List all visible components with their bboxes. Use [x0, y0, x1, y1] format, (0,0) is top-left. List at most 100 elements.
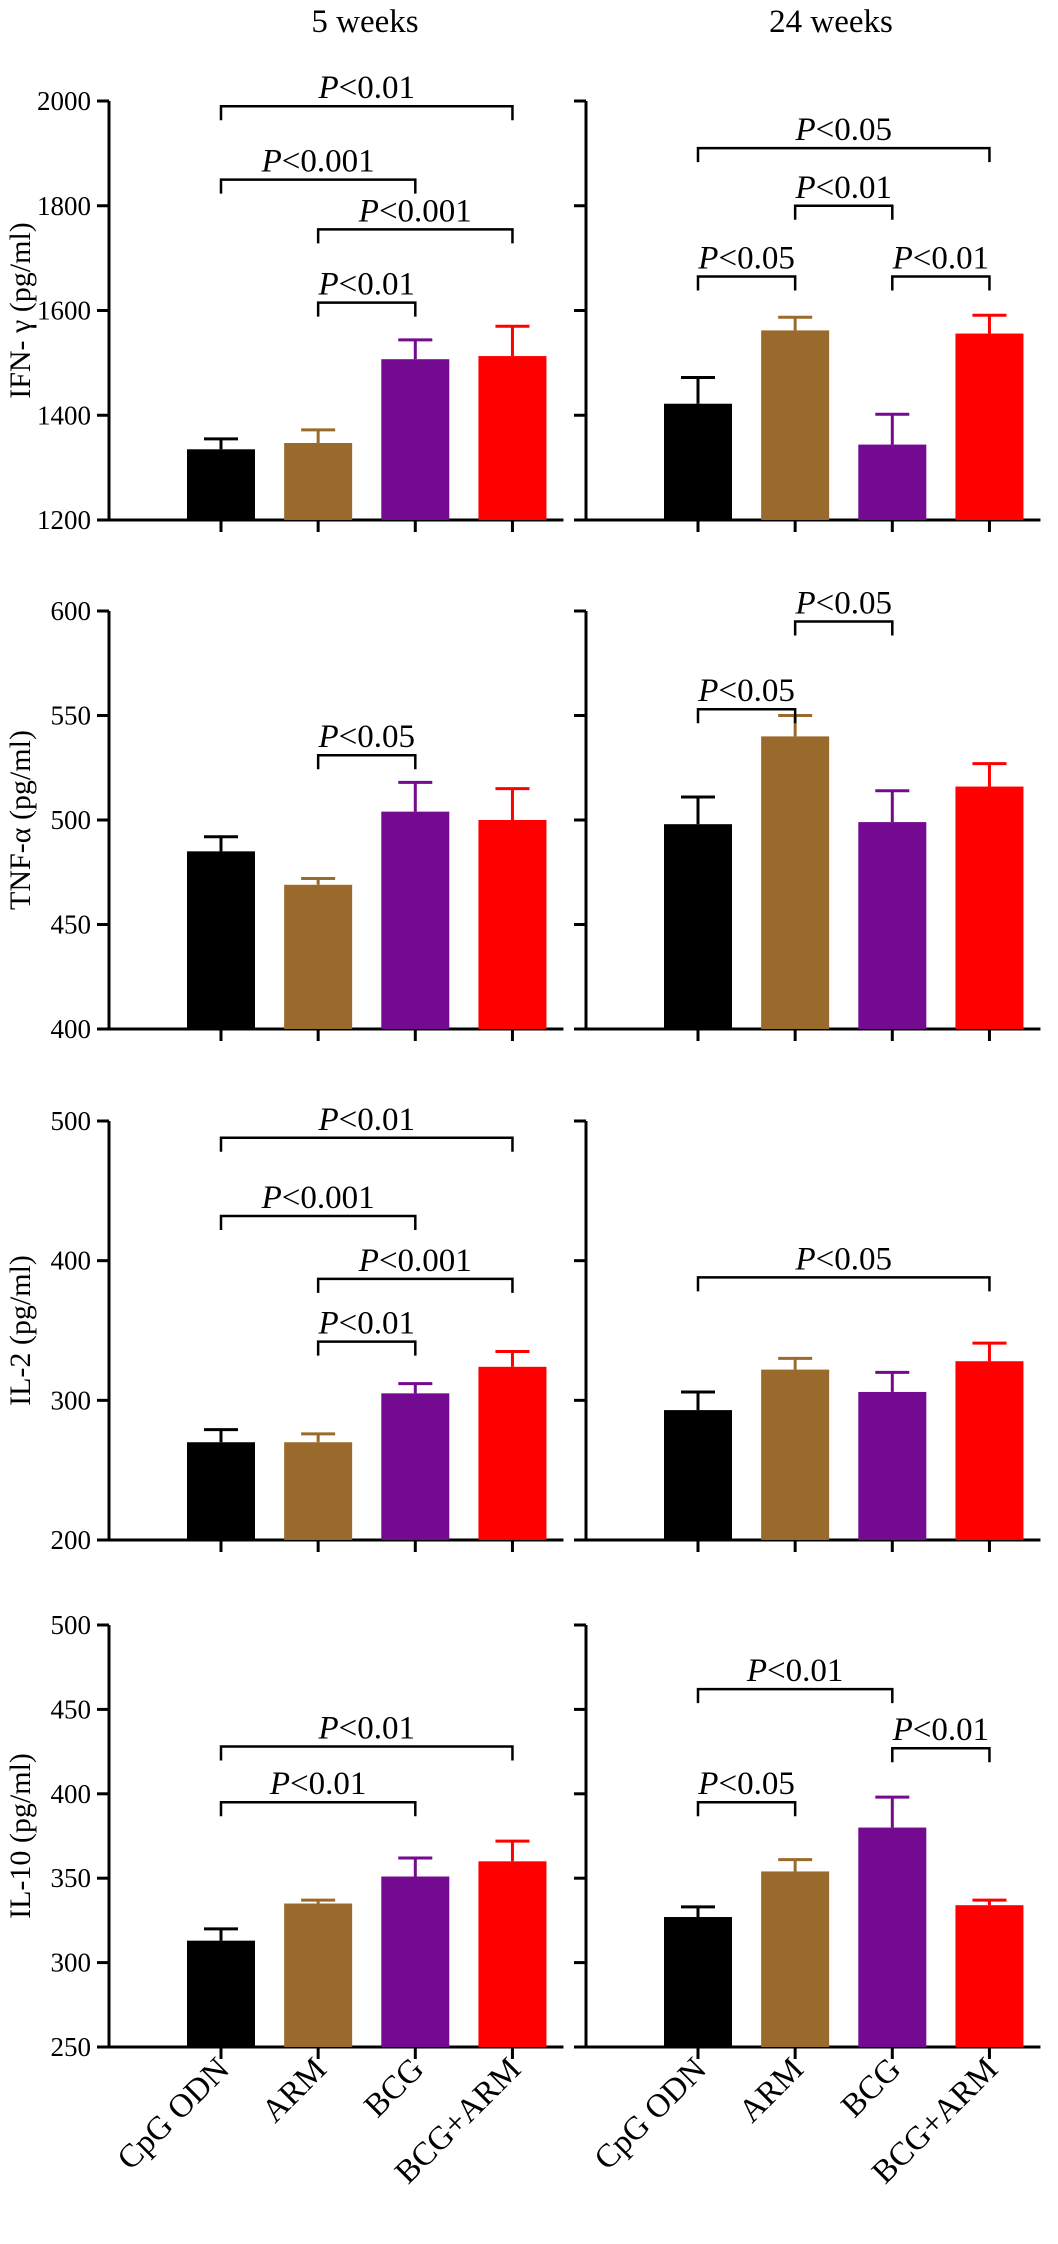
panel-r1-c0: 400 450 500 550 600 TNF-α (pg/ml) P<0.05 — [4, 596, 564, 1044]
bar-bcg-arm — [478, 356, 547, 520]
bar-bcg — [381, 359, 450, 520]
significance-label: P<0.01 — [892, 1712, 990, 1748]
x-label-arm: ARM — [255, 2051, 334, 2130]
y-tick-label: 500 — [51, 805, 92, 835]
bar-cpg-odn — [664, 1917, 732, 2047]
y-axis-label: IL-10 (pg/ml) — [4, 1753, 37, 1919]
column-titles: 5 weeks 24 weeks — [311, 4, 892, 40]
y-tick-label: 2000 — [37, 86, 91, 116]
y-axis-label: TNF-α (pg/ml) — [4, 730, 37, 910]
bar-bcg — [381, 1393, 450, 1540]
bar-arm — [284, 884, 353, 1029]
bar-arm — [761, 330, 830, 520]
bar-cpg-odn — [187, 1442, 255, 1540]
y-tick-label: 1600 — [37, 296, 91, 326]
significance-label: P<0.001 — [261, 144, 375, 180]
bar-bcg — [858, 822, 927, 1029]
significance-bracket — [316, 1340, 417, 1356]
y-tick-label: 1400 — [37, 400, 91, 430]
significance-bracket — [696, 1276, 991, 1292]
significance-bracket — [696, 1687, 894, 1704]
significance-label: P<0.01 — [317, 70, 415, 106]
significance-label: P<0.05 — [794, 112, 892, 148]
panel-r3-c0: 250 300 350 400 450 500 IL-10 (pg/ml) P<0.01 P<0… — [4, 1610, 564, 2062]
y-tick-label: 450 — [51, 1694, 92, 1724]
significance-label: P<0.001 — [358, 1243, 472, 1279]
x-label-bcg: BCG — [835, 2051, 908, 2124]
significance-label: P<0.05 — [317, 719, 415, 755]
significance-bracket — [793, 204, 894, 220]
significance-bracket — [891, 1746, 991, 1763]
bar-bcg — [381, 811, 450, 1029]
bar-arm — [284, 443, 353, 520]
y-tick-label: 300 — [51, 1385, 92, 1415]
panel-r3-c1: P<0.01 P<0.01 P<0.05 — [574, 1623, 1041, 2059]
significance-bracket — [891, 275, 991, 291]
bar-arm — [761, 1871, 830, 2047]
bar-cpg-odn — [664, 824, 732, 1029]
bar-bcg-arm — [955, 333, 1024, 520]
significance-label: P<0.05 — [697, 240, 795, 276]
panel-r2-c0: 200 300 400 500 IL-2 (pg/ml) P<0.01 P<0.001 P<0… — [4, 1102, 564, 1555]
x-label-cpg-odn: CpG ODN — [111, 2051, 237, 2177]
significance-bracket — [696, 1800, 797, 1817]
significance-label: P<0.001 — [358, 193, 472, 229]
x-label-bcg: BCG — [358, 2051, 431, 2124]
significance-label: P<0.01 — [317, 1711, 415, 1747]
significance-label: P<0.01 — [269, 1766, 367, 1802]
y-axis-label: IFN- γ (pg/ml) — [4, 222, 37, 399]
significance-bracket — [219, 1800, 417, 1817]
x-label-arm: ARM — [732, 2051, 811, 2130]
significance-label: P<0.05 — [697, 673, 795, 709]
significance-label: P<0.05 — [697, 1766, 795, 1802]
panels: 1200 1400 1600 1800 2000 IFN- γ (pg/ml) P<0.01… — [4, 70, 1041, 2062]
significance-label: P<0.01 — [746, 1653, 844, 1689]
x-label-cpg-odn: CpG ODN — [588, 2051, 714, 2177]
y-tick-label: 500 — [51, 1106, 92, 1136]
significance-bracket — [316, 301, 417, 317]
bar-arm — [761, 736, 830, 1029]
bar-bcg-arm — [478, 1861, 547, 2047]
bar-cpg-odn — [187, 449, 255, 520]
bar-arm — [284, 1903, 353, 2047]
bar-cpg-odn — [664, 1410, 732, 1540]
y-tick-label: 400 — [51, 1779, 92, 1809]
significance-label: P<0.01 — [317, 1102, 415, 1138]
significance-bracket — [696, 275, 797, 291]
panel-r2-c1: P<0.05 — [574, 1119, 1041, 1552]
bar-cpg-odn — [187, 1940, 255, 2047]
bar-bcg-arm — [478, 820, 547, 1029]
significance-bracket — [219, 178, 417, 194]
bar-bcg — [858, 444, 927, 520]
bar-bcg-arm — [955, 1361, 1024, 1540]
significance-bracket — [316, 228, 514, 244]
significance-bracket — [219, 1136, 514, 1152]
bar-bcg-arm — [955, 1905, 1024, 2047]
bar-bcg — [381, 1876, 450, 2047]
significance-bracket — [793, 620, 894, 636]
bar-bcg-arm — [478, 1366, 547, 1540]
y-tick-label: 500 — [51, 1610, 92, 1640]
significance-bracket — [219, 1745, 514, 1761]
bar-bcg-arm — [955, 786, 1024, 1029]
significance-bracket — [316, 753, 417, 770]
y-tick-label: 550 — [51, 701, 92, 731]
y-tick-label: 400 — [51, 1014, 92, 1044]
significance-label: P<0.05 — [794, 1241, 892, 1277]
panel-r0-c1: P<0.05 P<0.01 P<0.05 P<0.01 — [574, 99, 1041, 532]
y-tick-label: 250 — [51, 2032, 92, 2062]
significance-label: P<0.001 — [261, 1180, 375, 1216]
column-title-24-weeks: 24 weeks — [769, 4, 893, 40]
significance-label: P<0.01 — [794, 170, 892, 206]
significance-bracket — [219, 1214, 417, 1230]
column-title-5-weeks: 5 weeks — [311, 4, 418, 40]
bar-arm — [761, 1369, 830, 1540]
bar-bcg — [858, 1827, 927, 2047]
y-tick-label: 300 — [51, 1948, 92, 1978]
significance-bracket — [696, 146, 991, 163]
panel-r0-c0: 1200 1400 1600 1800 2000 IFN- γ (pg/ml) P<0.01… — [4, 70, 564, 535]
significance-label: P<0.01 — [317, 267, 415, 303]
y-tick-label: 1200 — [37, 505, 91, 535]
y-tick-label: 450 — [51, 910, 92, 940]
